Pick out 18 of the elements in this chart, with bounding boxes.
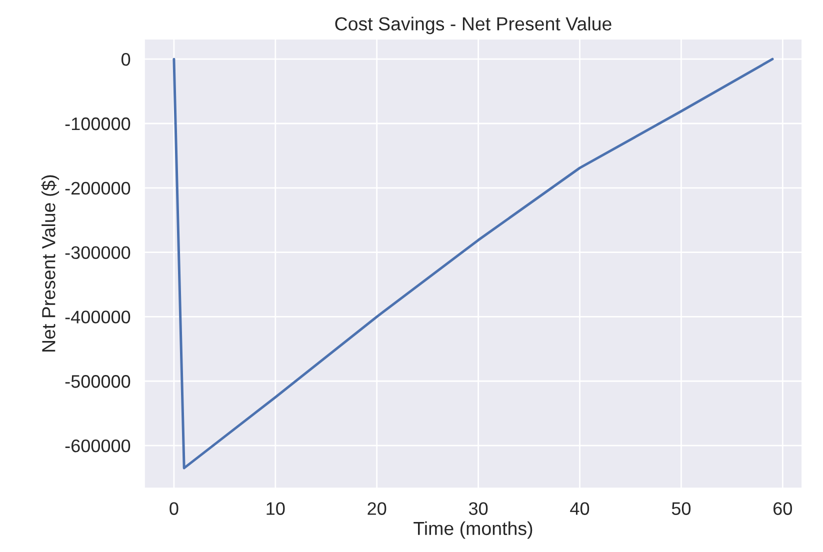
x-tick-label: 0: [170, 502, 178, 515]
x-tick-label: 60: [774, 502, 792, 515]
y-tick-label: -200000: [65, 182, 130, 195]
chart-title: Cost Savings - Net Present Value: [335, 16, 612, 34]
y-tick-label: -400000: [65, 310, 130, 324]
y-axis-title: Net Present Value ($): [41, 175, 60, 352]
x-tick-label: 40: [570, 502, 590, 515]
y-tick-label: 0: [121, 53, 130, 66]
y-tick-label: -300000: [65, 246, 130, 260]
line-series: [172, 58, 774, 470]
x-tick-label: 50: [672, 502, 691, 515]
y-tick-label: -500000: [65, 375, 130, 388]
y-tick-label: -100000: [65, 117, 130, 130]
x-tick-label: 30: [468, 502, 488, 515]
x-tick-label: 20: [368, 502, 386, 515]
y-tick-label: -600000: [65, 439, 130, 452]
x-axis-title: Time (months): [414, 521, 532, 539]
x-tick-label: 10: [266, 502, 285, 515]
